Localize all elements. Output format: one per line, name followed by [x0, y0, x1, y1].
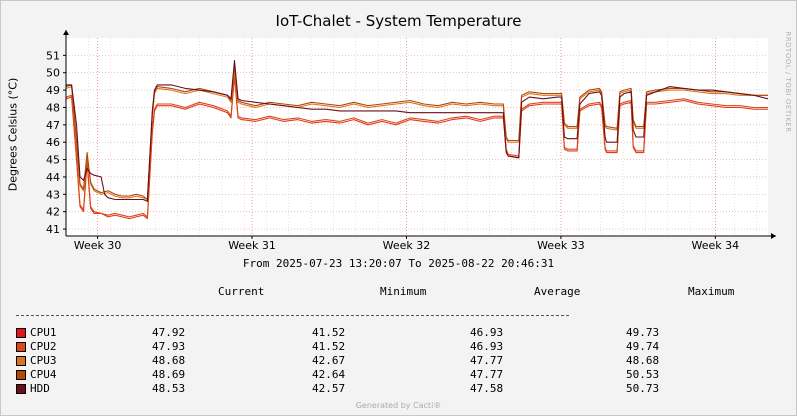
y-tick-label: 49 — [46, 84, 60, 97]
legend-name: CPU1 — [30, 326, 57, 339]
legend-value-current: 47.92 — [152, 326, 186, 339]
legend-value-minimum: 42.67 — [312, 354, 346, 367]
y-ticks: 41 42 43 44 45 46 47 48 49 50 51 — [46, 49, 66, 236]
legend-swatch-cpu2 — [16, 342, 26, 352]
y-tick-label: 46 — [46, 136, 60, 149]
legend-name: CPU3 — [30, 354, 57, 367]
legend-header-current: Current — [218, 285, 265, 298]
legend-value-average: 47.58 — [470, 382, 504, 395]
legend-value-maximum: 50.73 — [626, 382, 660, 395]
legend-value-current: 47.93 — [152, 340, 186, 353]
x-ticks: Week 30 Week 31 Week 32 Week 33 Week 34 — [74, 236, 739, 252]
x-tick-label: Week 31 — [228, 239, 276, 252]
footer-credit: Generated by Cacti® — [355, 401, 442, 410]
legend-header-average: Average — [534, 285, 581, 298]
y-tick-label: 41 — [46, 223, 60, 236]
legend-swatch-hdd — [16, 384, 26, 394]
legend-name: CPU4 — [30, 368, 57, 381]
legend-value-maximum: 48.68 — [626, 354, 660, 367]
y-axis-arrow — [63, 30, 69, 35]
x-tick-label: Week 32 — [383, 239, 431, 252]
plot-background — [66, 38, 768, 236]
series-line-hdd — [66, 60, 769, 202]
chart-title: IoT-Chalet - System Temperature — [275, 12, 522, 30]
legend-value-minimum: 41.52 — [312, 340, 346, 353]
series-line-cpu1 — [65, 75, 768, 220]
legend-value-maximum: 49.73 — [626, 326, 660, 339]
series-lines — [65, 60, 769, 220]
legend-header-minimum: Minimum — [380, 285, 427, 298]
y-tick-label: 43 — [46, 188, 60, 201]
date-range: From 2025-07-23 13:20:07 To 2025-08-22 2… — [242, 257, 555, 270]
legend-value-current: 48.53 — [152, 382, 186, 395]
y-tick-label: 47 — [46, 119, 60, 132]
legend-swatch-cpu3 — [16, 356, 26, 366]
y-tick-label: 45 — [46, 154, 60, 167]
y-tick-label: 44 — [46, 171, 60, 184]
legend-value-average: 47.77 — [470, 354, 504, 367]
x-tick-label: Week 33 — [537, 239, 585, 252]
legend-value-average: 46.93 — [470, 340, 504, 353]
legend-divider — [16, 315, 569, 316]
legend-header-maximum: Maximum — [688, 285, 735, 298]
x-axis-arrow — [771, 233, 776, 239]
legend-swatch-cpu4 — [16, 370, 26, 380]
x-tick-label: Week 34 — [692, 239, 740, 252]
legend-value-current: 48.68 — [152, 354, 186, 367]
legend-swatch-cpu1 — [16, 328, 26, 338]
series-line-cpu2 — [65, 73, 768, 218]
series-line-cpu4 — [65, 63, 768, 201]
legend-value-average: 46.93 — [470, 326, 504, 339]
y-tick-label: 42 — [46, 206, 60, 219]
legend-value-minimum: 42.64 — [312, 368, 346, 381]
series-line-cpu3 — [65, 70, 768, 201]
legend-value-current: 48.69 — [152, 368, 186, 381]
legend-value-minimum: 42.57 — [312, 382, 346, 395]
legend-value-maximum: 50.53 — [626, 368, 660, 381]
y-tick-label: 48 — [46, 101, 60, 114]
legend-value-minimum: 41.52 — [312, 326, 346, 339]
y-tick-label: 51 — [46, 49, 60, 62]
legend-value-maximum: 49.74 — [626, 340, 660, 353]
y-tick-label: 50 — [46, 67, 60, 80]
grid — [66, 38, 768, 236]
x-tick-label: Week 30 — [74, 239, 122, 252]
legend-name: CPU2 — [30, 340, 57, 353]
legend-value-average: 47.77 — [470, 368, 504, 381]
legend-name: HDD — [30, 382, 50, 395]
